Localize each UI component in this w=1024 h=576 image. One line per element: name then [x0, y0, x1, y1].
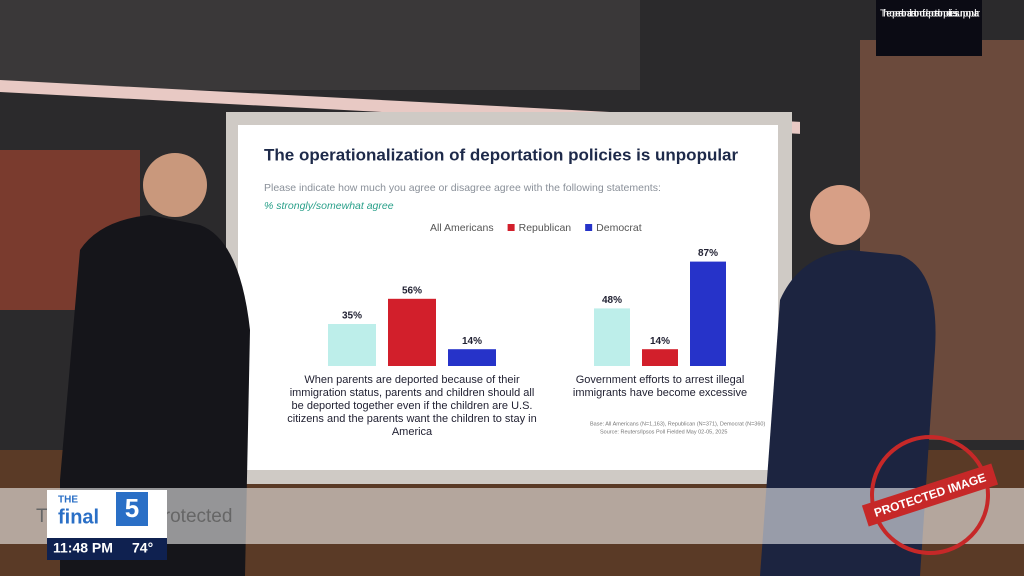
brand-badge: [116, 492, 148, 526]
bar: [594, 308, 630, 366]
value-label: 35%: [342, 311, 362, 322]
brand-main: final: [58, 506, 99, 528]
watermark-band: [0, 488, 1024, 544]
presenter-right-head: [810, 185, 870, 245]
time-box: [47, 538, 167, 560]
legend-swatch: [507, 224, 515, 231]
chart-subtitle-note: % strongly/somewhat agree: [264, 200, 394, 212]
bar: [448, 349, 496, 366]
value-label: 87%: [698, 248, 718, 259]
chart-note: Base: All Americans (N=1,163), Republica…: [590, 421, 765, 427]
chart-title: The operationalization of deportation po…: [264, 145, 739, 164]
monitor-caption: The operationalization of deportation po…: [880, 9, 981, 20]
legend-label: All Americans: [430, 222, 494, 234]
screen: [238, 125, 778, 470]
stamp-band: [861, 463, 999, 527]
value-label: 14%: [462, 336, 482, 347]
category-label: Government efforts to arrest illegal imm…: [572, 374, 748, 399]
presenter-left: [60, 215, 250, 576]
bar: [642, 349, 678, 366]
legend-label: Democrat: [596, 222, 642, 234]
temperature: 74°: [132, 540, 153, 556]
value-label: 56%: [402, 285, 422, 296]
category-label: When parents are deported because of the…: [287, 374, 537, 438]
bar: [388, 298, 436, 366]
brand-number: 5: [125, 493, 139, 523]
monitor: [876, 0, 982, 56]
legend-swatch: [585, 224, 593, 231]
legend-label: Republican: [519, 222, 572, 234]
brand-top: THE: [58, 495, 78, 506]
bar: [328, 324, 376, 366]
chart-subtitle: Please indicate how much you agree or di…: [264, 182, 661, 194]
ceiling: [0, 0, 640, 90]
value-label: 48%: [602, 295, 622, 306]
bar: [690, 261, 726, 366]
value-label: 14%: [650, 336, 670, 347]
time: 11:48 PM: [53, 540, 113, 556]
chart-note: Source: Reuters/Ipsos Poll Fielded May 0…: [600, 429, 728, 435]
presenter-left-head: [143, 153, 207, 217]
